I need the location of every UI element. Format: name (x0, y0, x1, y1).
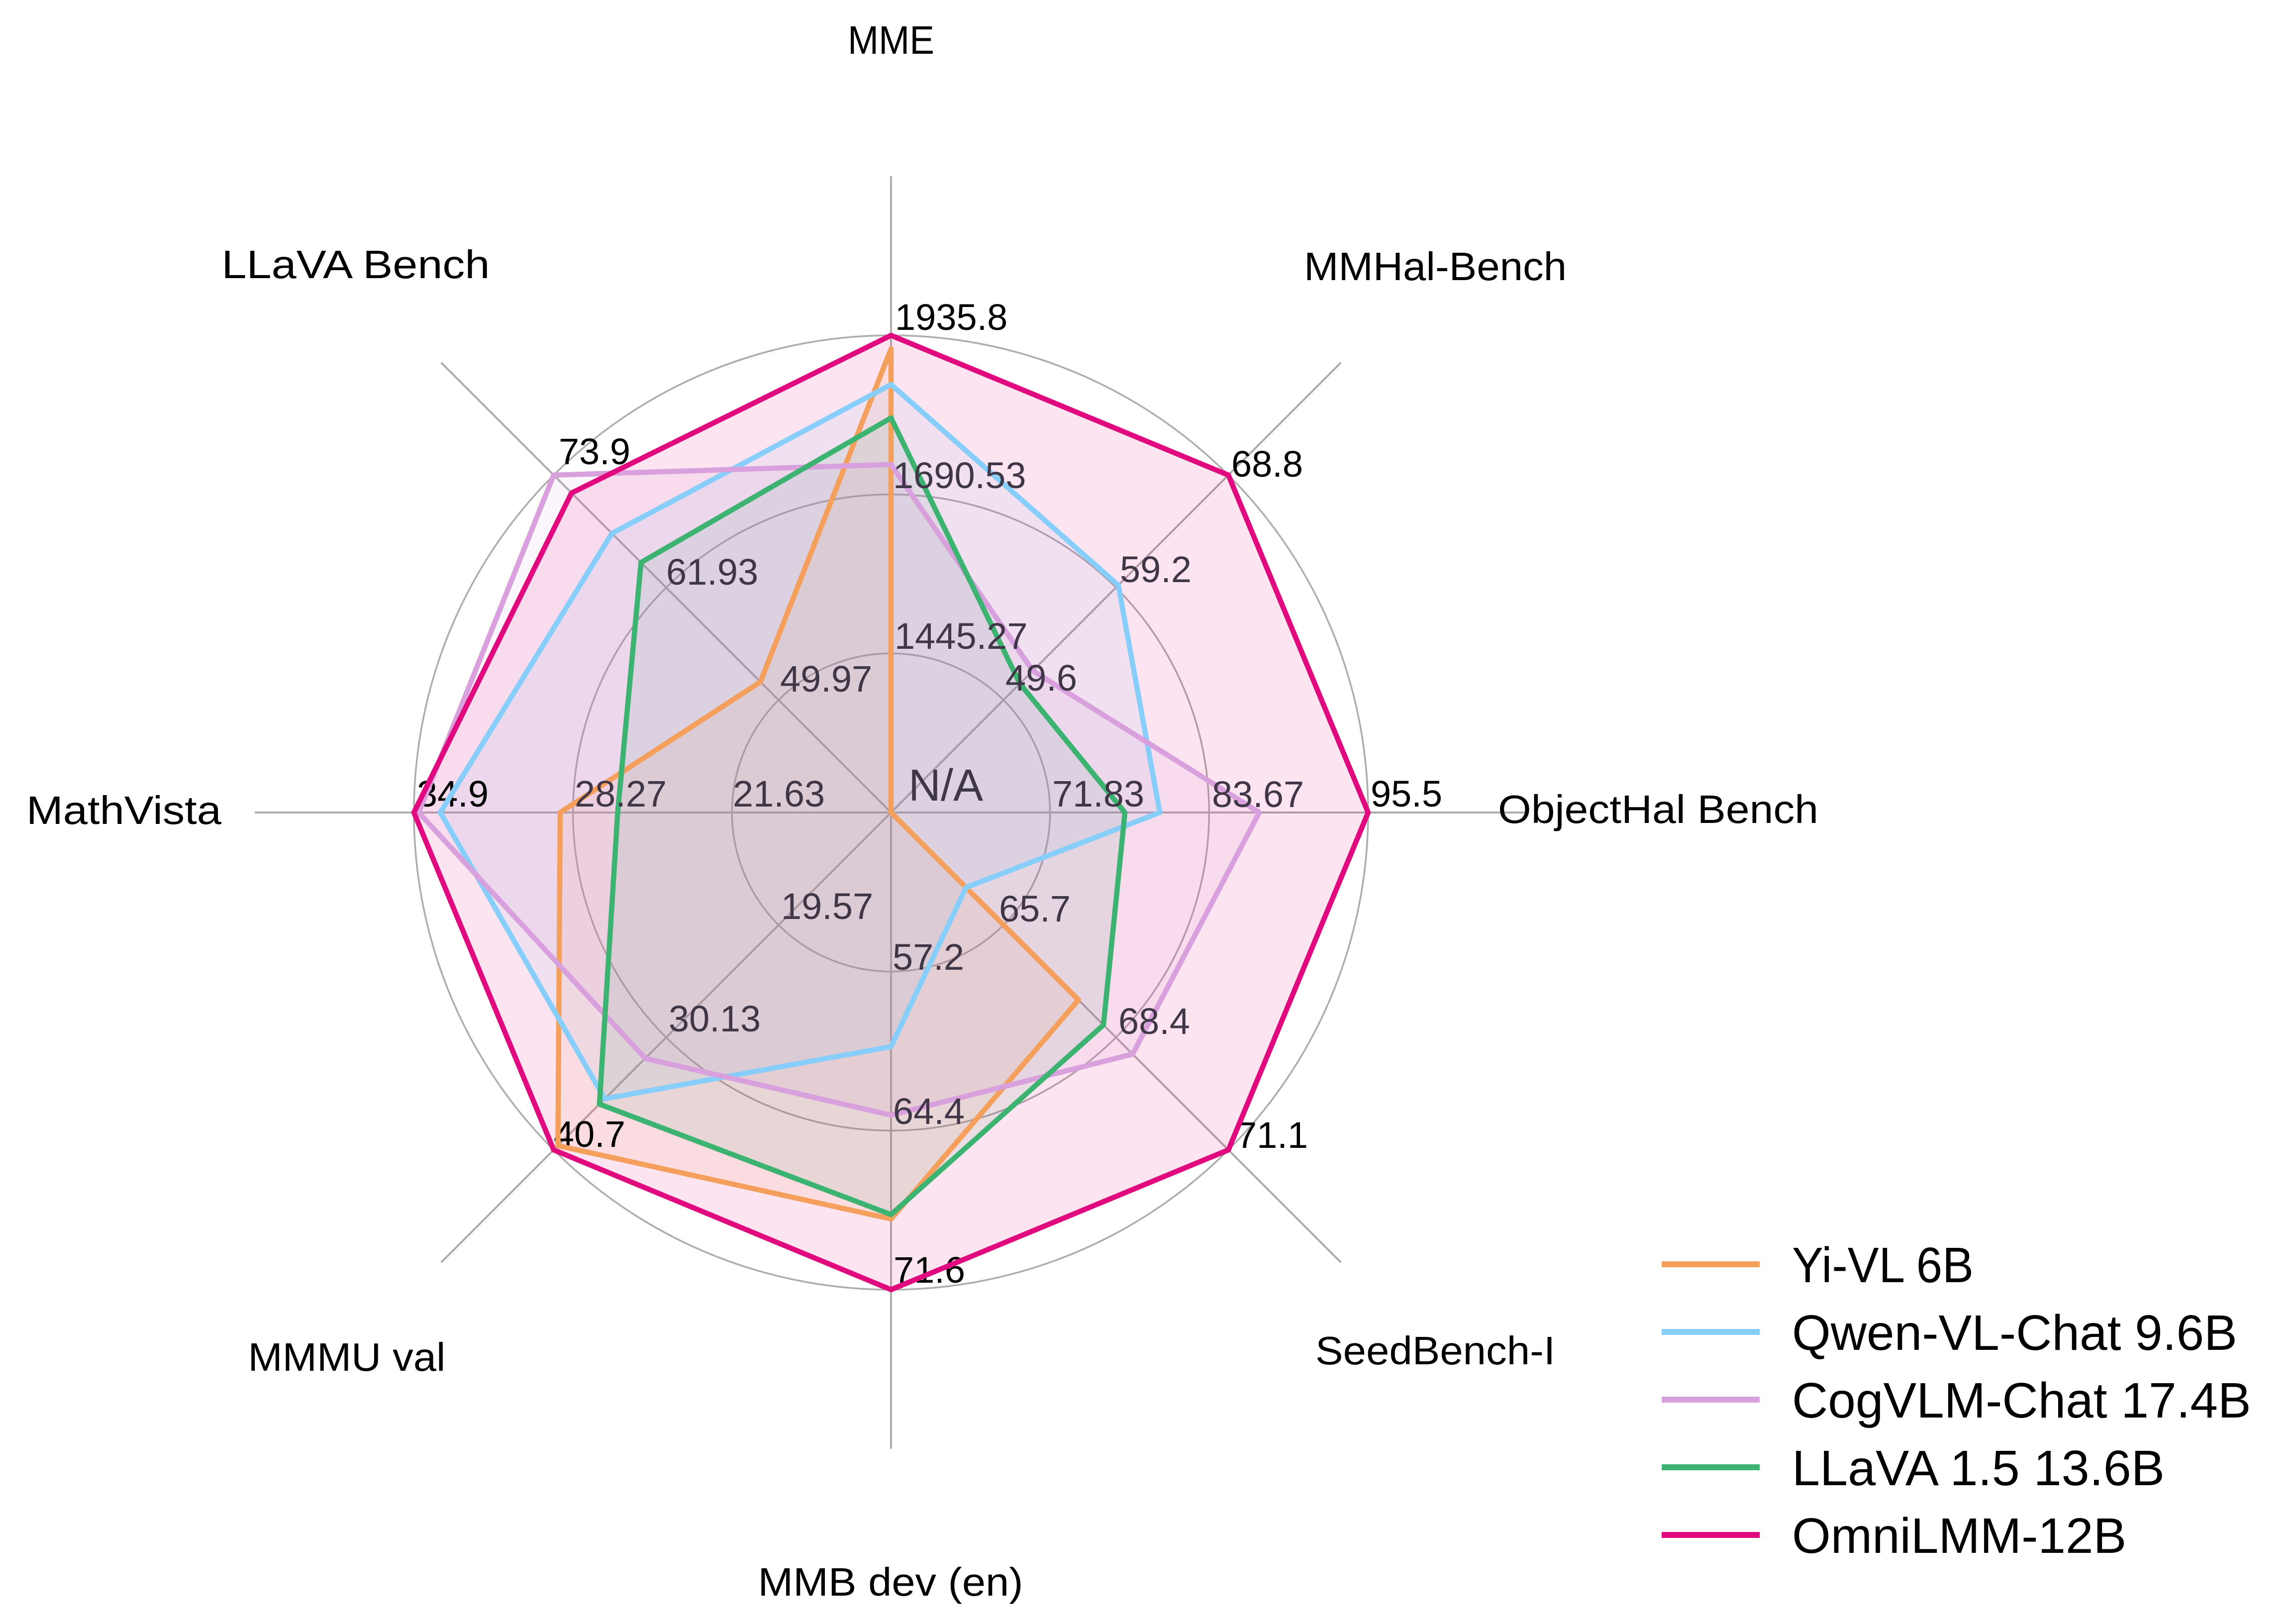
svg-text:1935.8: 1935.8 (895, 297, 1007, 338)
svg-text:65.7: 65.7 (999, 888, 1071, 929)
svg-text:59.2: 59.2 (1120, 549, 1192, 590)
svg-text:19.57: 19.57 (781, 886, 873, 927)
svg-text:MMB dev (en): MMB dev (en) (758, 1560, 1023, 1604)
svg-text:Yi-VL 6B: Yi-VL 6B (1792, 1237, 1974, 1293)
svg-text:OmniLMM-12B: OmniLMM-12B (1792, 1508, 2126, 1564)
svg-text:71.83: 71.83 (1052, 773, 1144, 814)
svg-text:61.93: 61.93 (666, 551, 758, 593)
svg-text:MMMU val: MMMU val (248, 1335, 446, 1379)
svg-text:N/A: N/A (908, 761, 983, 811)
svg-text:68.4: 68.4 (1118, 1001, 1190, 1042)
svg-text:30.13: 30.13 (669, 998, 761, 1039)
svg-text:CogVLM-Chat 17.4B: CogVLM-Chat 17.4B (1792, 1373, 2251, 1428)
svg-text:21.63: 21.63 (733, 773, 825, 814)
svg-text:49.97: 49.97 (780, 658, 872, 700)
svg-text:ObjectHal Bench: ObjectHal Bench (1498, 787, 1818, 831)
svg-text:28.27: 28.27 (575, 773, 667, 814)
svg-text:SeedBench-I: SeedBench-I (1315, 1328, 1555, 1373)
svg-text:MMHal-Bench: MMHal-Bench (1304, 244, 1567, 289)
svg-text:73.9: 73.9 (559, 431, 630, 472)
svg-text:MathVista: MathVista (26, 788, 222, 832)
svg-text:1445.27: 1445.27 (895, 615, 1028, 657)
svg-text:68.8: 68.8 (1231, 443, 1303, 485)
svg-text:MME: MME (848, 18, 934, 62)
svg-text:83.67: 83.67 (1212, 774, 1304, 815)
svg-text:64.4: 64.4 (893, 1091, 965, 1132)
svg-text:Qwen-VL-Chat 9.6B: Qwen-VL-Chat 9.6B (1792, 1305, 2237, 1361)
svg-text:71.1: 71.1 (1236, 1115, 1308, 1156)
svg-text:LLaVA 1.5 13.6B: LLaVA 1.5 13.6B (1792, 1440, 2165, 1496)
svg-text:95.5: 95.5 (1371, 773, 1442, 814)
svg-text:LLaVA Bench: LLaVA Bench (222, 242, 490, 287)
svg-text:57.2: 57.2 (893, 936, 964, 978)
svg-text:1690.53: 1690.53 (893, 455, 1026, 496)
svg-text:49.6: 49.6 (1005, 657, 1077, 699)
